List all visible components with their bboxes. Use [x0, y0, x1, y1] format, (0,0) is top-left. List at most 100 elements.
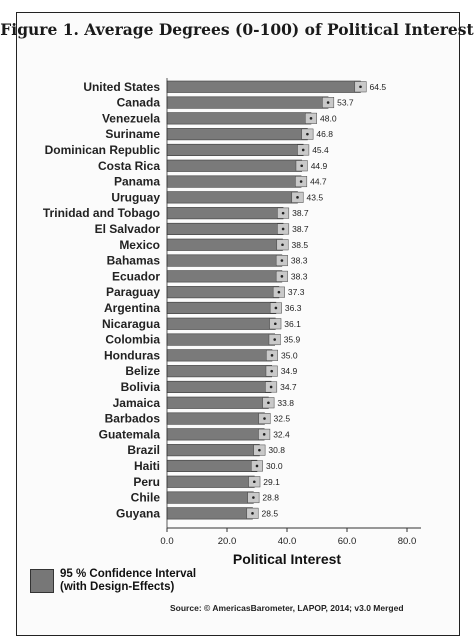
category-label: Nicaragua	[102, 317, 160, 331]
value-label: 44.9	[311, 161, 328, 171]
mean-point	[300, 164, 304, 168]
value-label: 34.9	[281, 366, 298, 376]
value-label: 53.7	[337, 98, 354, 108]
value-label: 45.4	[312, 145, 329, 155]
category-label: Bahamas	[107, 254, 161, 268]
x-tick-label: 60.0	[338, 536, 357, 547]
value-label: 38.3	[291, 271, 308, 281]
category-label: El Salvador	[95, 222, 161, 236]
mean-point	[301, 148, 305, 152]
category-label: Uruguay	[111, 190, 160, 204]
category-label: Belize	[125, 364, 160, 378]
value-label: 28.8	[262, 493, 279, 503]
mean-point	[273, 338, 277, 341]
bar	[166, 349, 273, 362]
bar	[166, 333, 275, 346]
mean-point	[280, 275, 284, 278]
value-label: 38.5	[292, 240, 309, 250]
value-label: 64.5	[370, 82, 387, 92]
value-label: 33.8	[277, 398, 294, 408]
x-tick-label: 20.0	[218, 536, 237, 547]
value-label: 36.1	[284, 319, 301, 329]
value-label: 28.5	[262, 508, 279, 518]
bar	[166, 301, 277, 315]
mean-point	[269, 385, 273, 389]
category-label: Guatemala	[99, 427, 161, 441]
value-label: 44.7	[310, 177, 327, 187]
category-label: Dominican Republic	[45, 143, 161, 157]
category-label: Ecuador	[112, 269, 160, 283]
mean-point	[258, 448, 261, 452]
bar	[166, 96, 329, 109]
chart-title: Figure 1. Average Degrees (0-100) of Pol…	[0, 20, 474, 39]
value-label: 43.5	[307, 192, 324, 202]
bar	[166, 396, 269, 409]
category-label: Costa Rica	[98, 159, 160, 173]
value-label: 29.1	[263, 477, 280, 487]
legend-swatch	[30, 569, 54, 593]
bars-group: United States 64.5 Canada 53.7 Venezuela 48.0…	[43, 80, 386, 521]
bar	[166, 286, 280, 299]
value-label: 38.7	[292, 208, 309, 218]
bar	[166, 80, 361, 93]
value-label: 38.3	[291, 256, 308, 266]
mean-point	[309, 117, 313, 120]
mean-point	[326, 101, 330, 104]
bar	[166, 444, 260, 457]
legend-label-line2: (with Design-Effects)	[60, 581, 175, 593]
bar	[166, 254, 283, 267]
legend-label: 95 % Confidence Interval (with Design-Ef…	[60, 568, 260, 594]
bar	[166, 412, 265, 425]
mean-point	[280, 259, 284, 262]
value-label: 38.7	[292, 224, 309, 234]
category-label: Suriname	[105, 127, 160, 141]
bar	[166, 191, 298, 204]
value-label: 46.8	[316, 129, 333, 139]
category-label: Canada	[117, 96, 161, 110]
bar	[166, 428, 265, 441]
value-label: 30.8	[268, 445, 285, 455]
legend-label-line1: 95 % Confidence Interval	[60, 568, 197, 580]
mean-point	[281, 211, 285, 215]
bar	[166, 475, 255, 488]
bar	[166, 380, 272, 394]
mean-point	[274, 306, 278, 310]
x-axis-label: Political Interest	[233, 551, 341, 567]
bar	[166, 128, 308, 141]
mean-point	[251, 512, 254, 515]
value-label: 34.7	[280, 382, 297, 392]
bar	[166, 507, 253, 520]
category-label: Guyana	[116, 506, 160, 520]
x-tick-label: 40.0	[278, 536, 297, 547]
mean-point	[306, 132, 309, 136]
source-note: Source: © AmericasBarometer, LAPOP, 2014…	[170, 603, 404, 613]
category-label: Panama	[114, 175, 160, 189]
value-label: 37.3	[288, 287, 305, 297]
category-label: Jamaica	[113, 396, 161, 410]
mean-point	[255, 464, 259, 468]
category-label: Argentina	[104, 301, 160, 315]
category-label: Honduras	[104, 348, 160, 362]
mean-point	[281, 243, 284, 247]
mean-point	[274, 322, 277, 326]
x-axis: 0.0 20.0 40.0 60.0 80.0	[160, 78, 421, 547]
category-label: Paraguay	[106, 285, 160, 299]
category-label: Brazil	[127, 443, 160, 457]
bar	[166, 159, 302, 172]
value-label: 32.4	[273, 429, 290, 439]
mean-point	[281, 227, 285, 231]
mean-point	[270, 354, 274, 357]
bar	[166, 459, 258, 473]
category-label: Haiti	[134, 459, 160, 473]
bar	[166, 317, 276, 330]
category-label: Chile	[131, 491, 161, 505]
category-label: United States	[83, 80, 160, 94]
bar	[166, 112, 312, 125]
category-label: Bolivia	[121, 380, 161, 394]
value-label: 48.0	[320, 113, 337, 123]
mean-point	[299, 180, 303, 183]
value-label: 35.9	[284, 335, 301, 345]
value-label: 36.3	[285, 303, 302, 313]
mean-point	[296, 196, 299, 199]
bar	[166, 238, 283, 251]
